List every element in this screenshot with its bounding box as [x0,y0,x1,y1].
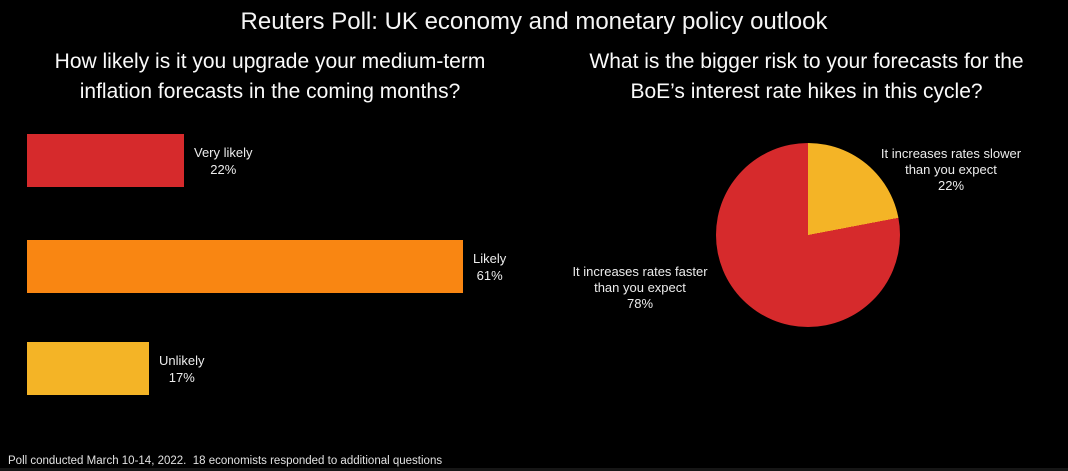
pie-chart-question-line-2: BoE’s interest rate hikes in this cycle? [630,80,983,103]
bar-category-label: Likely [473,250,507,266]
pie-slice-label-slower-line-1: It increases rates slower [880,146,1022,161]
bar-label-very-likely: Very likely 22% [194,134,253,187]
bar-label-unlikely: Unlikely 17% [159,342,205,395]
page-title: Reuters Poll: UK economy and monetary po… [240,8,828,35]
bar-unlikely [27,342,149,395]
bar-likely [27,240,463,293]
footer-poll-note: Poll conducted March 10-14, 2022. 18 eco… [8,455,443,467]
bar-chart-question: How likely is it you upgrade your medium… [0,47,540,107]
bar-chart-question-line-1: How likely is it you upgrade your medium… [54,50,486,73]
pie-slice-label-faster: It increases rates faster than you expec… [540,264,740,312]
bar-very-likely [27,134,184,187]
bar-category-label: Very likely [194,144,253,160]
bar-row-likely: Likely 61% [27,240,506,293]
bar-value-label: 17% [168,369,195,385]
bar-chart-question-line-2: inflation forecasts in the coming months… [79,80,461,103]
pie-slice-label-slower: It increases rates slower than you expec… [851,146,1051,194]
bar-row-very-likely: Very likely 22% [27,134,253,187]
bottom-edge-strip [0,468,1068,471]
pie-slice-label-faster-line-2: than you expect [594,280,686,295]
pie-slice-value-slower: 22% [937,178,965,193]
pie-chart-question: What is the bigger risk to your forecast… [545,47,1068,107]
pie-chart-question-line-1: What is the bigger risk to your forecast… [589,50,1024,73]
footer: Poll conducted March 10-14, 2022. 18 eco… [8,426,442,471]
pie-slice-value-faster: 78% [626,296,654,311]
bar-category-label: Unlikely [159,352,205,368]
bar-label-likely: Likely 61% [473,240,506,293]
bar-row-unlikely: Unlikely 17% [27,342,205,395]
bar-value-label: 22% [210,161,237,177]
pie-slice-label-faster-line-1: It increases rates faster [572,264,708,279]
pie-chart [716,143,900,327]
pie-slice-label-slower-line-2: than you expect [905,162,997,177]
bar-value-label: 61% [476,267,503,283]
